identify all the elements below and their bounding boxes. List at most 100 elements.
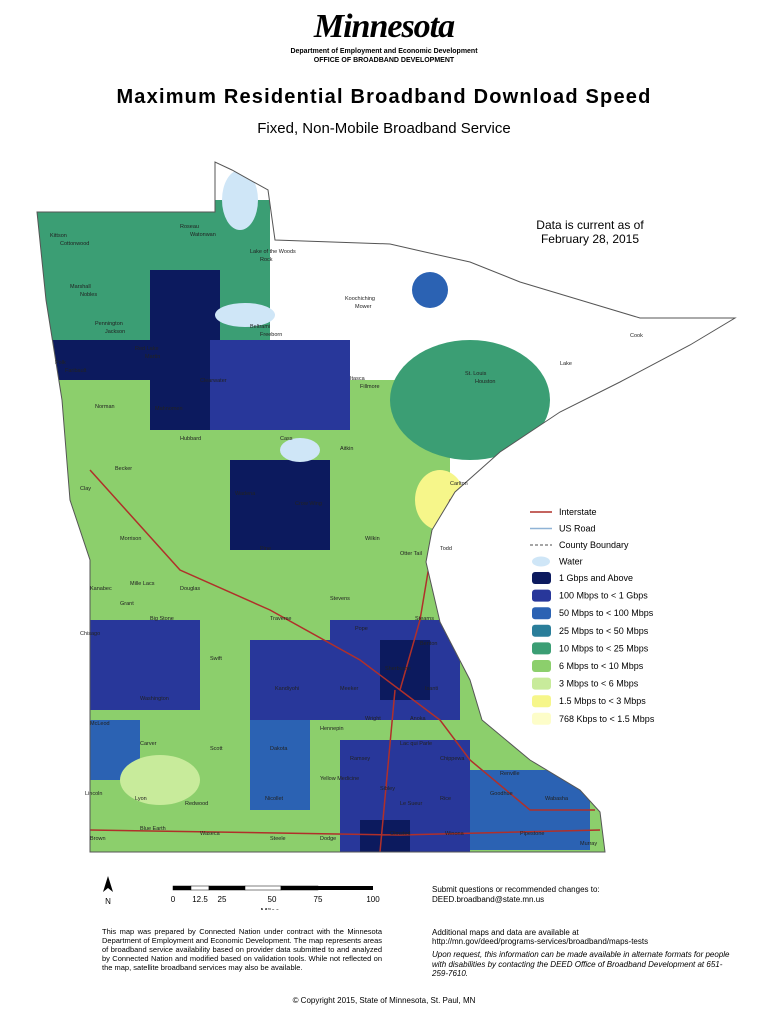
place-label: Nicollet — [265, 796, 284, 802]
region — [230, 460, 330, 550]
scale-segment — [190, 885, 210, 891]
office: OFFICE OF BROADBAND DEVELOPMENT — [313, 57, 455, 64]
water — [280, 438, 320, 462]
place-label: Pipestone — [520, 831, 544, 837]
place-label: Meeker — [340, 686, 359, 692]
place-label: Hubbard — [180, 436, 201, 442]
place-label: Grant — [120, 601, 134, 607]
place-label: Lincoln — [85, 791, 102, 797]
place-label: Morrison — [120, 536, 141, 542]
region — [90, 620, 200, 710]
region — [150, 270, 220, 430]
scale-unit: Miles — [261, 907, 280, 910]
place-label: St. Louis — [465, 371, 487, 377]
place-label: Kanabec — [90, 586, 112, 592]
date-line: February 28, 2015 — [540, 232, 640, 246]
legend-label: 3 Mbps to < 6 Mbps — [559, 679, 639, 689]
place-label: Washington — [140, 696, 169, 702]
legend-label: US Road — [559, 524, 596, 534]
place-label: Wadena — [235, 491, 256, 497]
place-label: McLeod — [90, 721, 110, 727]
legend-label: Water — [559, 557, 583, 567]
place-label: Chippewa — [440, 756, 465, 762]
place-label: Hennepin — [320, 726, 344, 732]
place-label: Goodhue — [490, 791, 513, 797]
region — [120, 755, 200, 805]
place-label: Yellow Medicine — [320, 776, 359, 782]
region — [412, 272, 448, 308]
place-label: Otter Tail — [400, 551, 422, 557]
legend-label: 10 Mbps to < 25 Mbps — [559, 643, 649, 653]
scale-segment — [244, 885, 282, 891]
place-label: Lake of the Woods — [250, 249, 296, 255]
email: DEED.broadband@state.mn.us — [432, 895, 545, 904]
region — [250, 640, 340, 720]
legend-label: 1 Gbps and Above — [559, 573, 633, 583]
place-label: Swift — [210, 656, 222, 662]
place-label: Chisago — [80, 631, 100, 637]
place-label: Crow Wing — [295, 501, 322, 507]
place-label: Le Sueur — [400, 801, 422, 807]
text: Additional maps and data are available a… — [432, 928, 579, 937]
place-label: Aitkin — [340, 446, 353, 452]
legend-label: 1.5 Mbps to < 3 Mbps — [559, 696, 646, 706]
legend-swatch — [532, 695, 551, 708]
place-label: Fillmore — [360, 384, 380, 390]
place-label: Sherburne — [385, 666, 411, 672]
place-label: Lyon — [135, 796, 147, 802]
note: This map was prepared by Connected Natio… — [102, 927, 382, 972]
place-label: Isanti — [425, 686, 438, 692]
date-note: Data is current as of February 28, 2015 — [520, 218, 660, 246]
coverage — [37, 162, 735, 852]
place-label: Jackson — [105, 329, 125, 335]
place-label: Murray — [580, 841, 597, 847]
place-label: Carlton — [450, 481, 468, 487]
date-line: Data is current as of — [536, 218, 644, 232]
legend-label: 768 Kbps to < 1.5 Mbps — [559, 714, 655, 724]
legend-label: 50 Mbps to < 100 Mbps — [559, 608, 654, 618]
legend-swatch — [532, 624, 551, 637]
submit-note: Submit questions or recommended changes … — [432, 885, 600, 905]
place-label: Pine — [260, 546, 271, 552]
legend-swatch — [532, 712, 551, 725]
legend-swatch — [532, 677, 551, 690]
place-label: Carver — [140, 741, 157, 747]
legend-swatch — [532, 556, 550, 567]
region — [210, 340, 350, 430]
place-label: Beltrami — [250, 324, 270, 330]
scale-tick: 12.5 — [192, 895, 208, 904]
logo: Minnesota — [313, 8, 455, 45]
more-note: Additional maps and data are available a… — [432, 928, 648, 946]
place-label: Anoka — [410, 716, 427, 722]
legend-label: 25 Mbps to < 50 Mbps — [559, 626, 649, 636]
place-label: Koochiching — [345, 296, 375, 302]
place-label: Stearns — [415, 616, 434, 622]
legend-swatch — [532, 607, 551, 620]
place-label: Red Lake — [135, 346, 159, 352]
place-label: Lake — [560, 361, 572, 367]
place-label: Cass — [280, 436, 293, 442]
url: http://mn.gov/deed/programs-services/bro… — [432, 937, 649, 946]
place-label: Pope — [355, 626, 368, 632]
text: Submit questions or recommended changes … — [432, 885, 600, 894]
place-label: Blue Earth — [140, 826, 166, 832]
water — [215, 303, 275, 327]
region — [50, 340, 160, 380]
place-label: Benton — [420, 641, 437, 647]
state-outline — [36, 161, 737, 853]
place-label: Dodge — [320, 836, 336, 842]
place-label: Faribault — [65, 368, 87, 374]
north-arrow: N — [103, 876, 113, 906]
title: Maximum Residential Broadband Download S… — [116, 86, 652, 108]
north-label: N — [105, 897, 111, 906]
place-label: Becker — [115, 466, 132, 472]
legend-swatch — [532, 642, 551, 655]
place-label: Redwood — [185, 801, 208, 807]
place-label: Cook — [630, 333, 643, 339]
scale-tick: 25 — [218, 895, 227, 904]
scale-segment — [172, 885, 192, 891]
place-label: Rice — [440, 796, 451, 802]
place-label: Douglas — [180, 586, 200, 592]
region — [530, 300, 730, 360]
